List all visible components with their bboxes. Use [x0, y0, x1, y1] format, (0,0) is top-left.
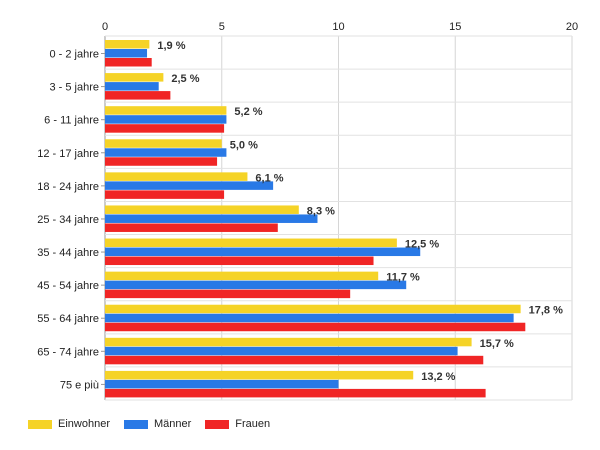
bar-männer: [105, 247, 421, 257]
bar-einwohner: [105, 40, 150, 49]
data-label: 5,2 %: [234, 106, 262, 118]
bar-frauen: [105, 223, 278, 232]
bar-frauen: [105, 322, 526, 332]
bar-männer: [105, 346, 458, 356]
bar-einwohner: [105, 139, 222, 148]
y-tick-label: 75 e più: [60, 379, 99, 391]
y-tick-label: 35 - 44 jahre: [37, 247, 99, 259]
y-tick-label: 45 - 54 jahre: [37, 280, 99, 292]
data-label: 1,9 %: [157, 40, 185, 52]
bar-männer: [105, 115, 227, 124]
x-tick-label: 0: [102, 21, 108, 33]
bar-einwohner: [105, 73, 164, 82]
bar-frauen: [105, 289, 351, 299]
y-tick-label: 18 - 24 jahre: [37, 181, 99, 193]
data-label: 15,7 %: [480, 338, 514, 350]
data-labels: 1,9 % 2,5 % 5,2 % 5,0 % 6,1 % 8,3 % 12,5 % 11,7…: [157, 40, 563, 383]
legend-item-frauen: Frauen: [205, 418, 270, 430]
y-tick-label: 55 - 64 jahre: [37, 313, 99, 325]
bar-frauen: [105, 124, 225, 133]
data-label: 11,7 %: [386, 272, 420, 284]
y-tick-label: 0 - 2 jahre: [49, 49, 99, 61]
legend-label: Einwohner: [58, 418, 110, 430]
legend-item-maenner: Männer: [123, 418, 192, 430]
bar-einwohner: [105, 238, 397, 248]
legend: Einwohner Männer Frauen: [28, 418, 270, 430]
bar-frauen: [105, 91, 171, 100]
bar-einwohner: [105, 370, 414, 380]
legend-swatch: [28, 419, 52, 429]
bar-frauen: [105, 388, 486, 398]
bars: [105, 40, 526, 398]
bar-frauen: [105, 190, 225, 199]
bar-einwohner: [105, 304, 521, 314]
bar-einwohner: [105, 172, 248, 181]
y-tick-label: 3 - 5 jahre: [49, 82, 99, 94]
bar-männer: [105, 49, 148, 58]
bar-männer: [105, 82, 159, 91]
bar-frauen: [105, 157, 218, 166]
legend-swatch: [205, 419, 230, 429]
bar-einwohner: [105, 106, 227, 115]
y-tick-label: 12 - 17 jahre: [37, 148, 99, 160]
y-axis-ticks: 0 - 2 jahre 3 - 5 jahre 6 - 11 jahre 12 - 1…: [37, 49, 99, 392]
y-tick-label: 25 - 34 jahre: [37, 214, 99, 226]
bar-männer: [105, 148, 227, 157]
data-label: 13,2 %: [421, 371, 455, 383]
x-tick-label: 15: [449, 21, 461, 33]
legend-label: Männer: [153, 418, 192, 430]
y-tick-label: 6 - 11 jahre: [44, 115, 99, 127]
x-tick-label: 20: [566, 21, 578, 33]
bar-männer: [105, 379, 339, 389]
bar-männer: [105, 280, 407, 290]
bar-einwohner: [105, 205, 299, 214]
y-tick-label: 65 - 74 jahre: [37, 346, 99, 358]
data-label: 17,8 %: [529, 305, 563, 317]
x-tick-label: 10: [332, 21, 344, 33]
data-label: 12,5 %: [405, 239, 439, 251]
legend-swatch: [123, 419, 148, 429]
legend-item-einwohner: Einwohner: [28, 418, 110, 430]
bar-männer: [105, 181, 274, 190]
data-label: 2,5 %: [171, 73, 199, 85]
bar-einwohner: [105, 337, 472, 347]
bar-frauen: [105, 256, 374, 266]
bar-frauen: [105, 355, 484, 365]
data-label: 5,0 %: [230, 139, 258, 151]
bar-frauen: [105, 58, 152, 67]
bar-männer: [105, 214, 318, 223]
bar-männer: [105, 313, 514, 323]
legend-label: Frauen: [235, 418, 271, 430]
bar-einwohner: [105, 271, 379, 281]
x-axis-ticks: 0 5 10 15 20: [102, 21, 578, 33]
x-tick-label: 5: [219, 21, 225, 33]
data-label: 6,1 %: [255, 172, 283, 184]
data-label: 8,3 %: [307, 205, 335, 217]
